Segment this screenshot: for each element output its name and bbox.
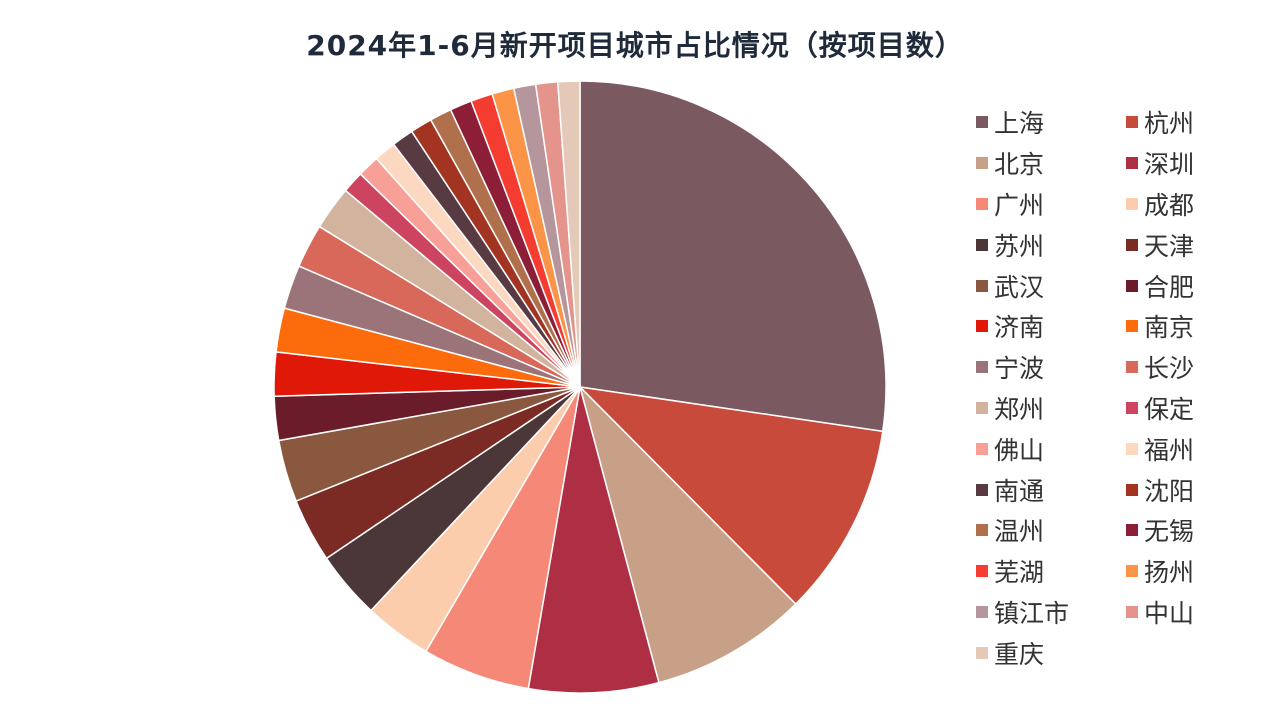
- legend-swatch: [976, 442, 988, 455]
- legend-item-25: 中山: [1126, 592, 1276, 633]
- legend-item-22: 芜湖: [976, 551, 1126, 592]
- legend-item-11: 南京: [1126, 306, 1276, 347]
- legend-item-0: 上海: [976, 102, 1126, 143]
- legend-item-18: 南通: [976, 469, 1126, 510]
- pie-slice-26: [557, 80, 581, 388]
- legend-item-15: 保定: [1126, 388, 1276, 429]
- legend-item-24: 镇江市: [976, 592, 1126, 633]
- legend-label: 重庆: [994, 639, 1045, 669]
- legend-label: 芜湖: [994, 558, 1045, 588]
- legend-label: 广州: [994, 190, 1045, 220]
- legend-swatch: [1126, 157, 1138, 170]
- legend-item-4: 广州: [976, 184, 1126, 225]
- legend-label: 杭州: [1144, 109, 1195, 139]
- legend-swatch: [976, 197, 988, 210]
- legend-item-21: 无锡: [1126, 510, 1276, 551]
- legend-label: 宁波: [994, 354, 1045, 384]
- legend-label: 中山: [1144, 598, 1195, 628]
- legend-label: 深圳: [1144, 150, 1195, 180]
- legend-item-3: 深圳: [1126, 143, 1276, 184]
- legend-label: 无锡: [1144, 517, 1195, 547]
- legend-item-2: 北京: [976, 143, 1126, 184]
- legend-item-8: 武汉: [976, 265, 1126, 306]
- pie-slice-0: [579, 80, 887, 433]
- legend-swatch: [976, 524, 988, 537]
- legend-label: 福州: [1144, 435, 1195, 465]
- legend-swatch: [1126, 238, 1138, 251]
- pie-slice-1: [579, 386, 884, 605]
- legend-label: 天津: [1144, 231, 1195, 261]
- legend-swatch: [976, 116, 988, 129]
- legend-item-5: 成都: [1126, 184, 1276, 225]
- legend-item-14: 郑州: [976, 388, 1126, 429]
- legend-swatch: [1126, 524, 1138, 537]
- legend-item-7: 天津: [1126, 224, 1276, 265]
- legend-item-9: 合肥: [1126, 265, 1276, 306]
- pie-slices: [273, 80, 887, 694]
- legend-swatch: [976, 646, 988, 659]
- legend-swatch: [1126, 605, 1138, 618]
- legend-item-19: 沈阳: [1126, 469, 1276, 510]
- legend-swatch: [976, 401, 988, 414]
- legend-label: 上海: [994, 109, 1045, 139]
- legend-label: 沈阳: [1144, 476, 1195, 506]
- legend-item-26: 重庆: [976, 632, 1126, 673]
- legend-label: 北京: [994, 150, 1045, 180]
- legend-swatch: [976, 361, 988, 374]
- legend-label: 长沙: [1144, 354, 1195, 384]
- legend-label: 合肥: [1144, 272, 1195, 302]
- legend-label: 武汉: [994, 272, 1045, 302]
- legend-label: 佛山: [994, 435, 1045, 465]
- legend-swatch: [1126, 565, 1138, 578]
- legend-item-20: 温州: [976, 510, 1126, 551]
- legend-item-16: 佛山: [976, 428, 1126, 469]
- legend-label: 苏州: [994, 231, 1045, 261]
- legend-swatch: [1126, 361, 1138, 374]
- legend-swatch: [976, 279, 988, 292]
- pie-slice-3: [527, 386, 660, 694]
- legend-label: 济南: [994, 313, 1045, 343]
- legend-swatch: [1126, 483, 1138, 496]
- legend-swatch: [976, 157, 988, 170]
- legend-swatch: [976, 605, 988, 618]
- legend-swatch: [1126, 442, 1138, 455]
- chart-title: 2024年1-6月新开项目城市占比情况（按项目数）: [306, 29, 964, 62]
- legend-item-13: 长沙: [1126, 347, 1276, 388]
- legend-label: 温州: [994, 517, 1045, 547]
- legend-label: 郑州: [994, 394, 1045, 424]
- pie-slice-2: [579, 386, 797, 684]
- legend-swatch: [1126, 401, 1138, 414]
- legend-item-1: 杭州: [1126, 102, 1276, 143]
- legend-swatch: [976, 238, 988, 251]
- legend-swatch: [976, 483, 988, 496]
- legend-label: 扬州: [1144, 558, 1195, 588]
- legend-item-10: 济南: [976, 306, 1126, 347]
- legend-item-17: 福州: [1126, 428, 1276, 469]
- legend-swatch: [1126, 197, 1138, 210]
- legend-label: 保定: [1144, 394, 1195, 424]
- legend-swatch: [1126, 320, 1138, 333]
- legend-swatch: [976, 320, 988, 333]
- legend-swatch: [1126, 116, 1138, 129]
- legend-label: 成都: [1144, 190, 1195, 220]
- legend-label: 镇江市: [994, 598, 1070, 628]
- chart-legend: 上海 杭州北京 深圳广州 成都苏州 天津武汉 合肥济南 南京宁波 长沙郑州 保定佛山 福州南通 沈阳…: [976, 102, 1276, 673]
- legend-label: 南通: [994, 476, 1045, 506]
- legend-label: 南京: [1144, 313, 1195, 343]
- legend-item-6: 苏州: [976, 224, 1126, 265]
- legend-swatch: [976, 565, 988, 578]
- legend-swatch: [1126, 279, 1138, 292]
- legend-item-12: 宁波: [976, 347, 1126, 388]
- legend-item-23: 扬州: [1126, 551, 1276, 592]
